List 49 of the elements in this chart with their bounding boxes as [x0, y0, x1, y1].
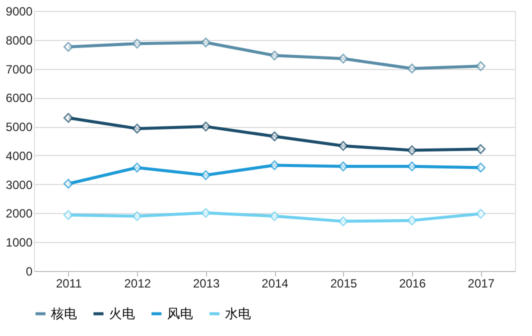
point [338, 216, 348, 226]
x-tick-label: 2013 [192, 276, 220, 290]
legend-label: 水电 [225, 306, 251, 322]
point [476, 162, 486, 173]
y-tick-label: 5000 [6, 120, 33, 134]
x-tick-label: 2011 [56, 276, 82, 290]
legend-label: 风电 [167, 306, 193, 322]
y-tick-label: 4000 [6, 148, 33, 163]
point [338, 161, 348, 172]
point [270, 211, 280, 222]
x-tick-label: 2017 [468, 276, 495, 290]
y-tick-label: 7000 [6, 62, 33, 76]
point [338, 54, 348, 64]
point [200, 208, 211, 218]
y-tick-label: 9000 [6, 4, 33, 18]
point [476, 144, 486, 154]
point [406, 64, 417, 74]
point [200, 122, 211, 132]
point [63, 178, 74, 189]
y-tick-label: 6000 [6, 91, 33, 106]
point [270, 50, 280, 60]
legend-label: 核电 [50, 306, 77, 322]
point [63, 210, 74, 220]
point [406, 145, 417, 156]
x-tick-label: 2014 [262, 276, 289, 290]
point [270, 160, 280, 170]
x-tick-label: 2016 [399, 276, 426, 290]
y-tick-label: 8000 [6, 33, 33, 48]
y-tick-label: 1000 [6, 236, 33, 250]
point [132, 211, 142, 222]
point [406, 161, 417, 172]
point [200, 38, 211, 48]
point [132, 162, 142, 173]
point [406, 216, 417, 226]
x-tick-label: 2015 [330, 276, 358, 290]
y-tick-label: 2000 [6, 206, 33, 221]
point [270, 131, 280, 142]
point [338, 140, 348, 151]
point [132, 124, 142, 134]
legend-label: 火电 [109, 306, 135, 322]
point [63, 112, 74, 123]
y-tick-label: 3000 [6, 178, 33, 192]
point [132, 38, 142, 49]
point [476, 208, 486, 219]
x-tick-label: 2012 [124, 276, 152, 290]
point [476, 61, 486, 72]
point [200, 170, 211, 180]
point [63, 42, 74, 52]
y-tick-label: 0 [26, 264, 33, 278]
